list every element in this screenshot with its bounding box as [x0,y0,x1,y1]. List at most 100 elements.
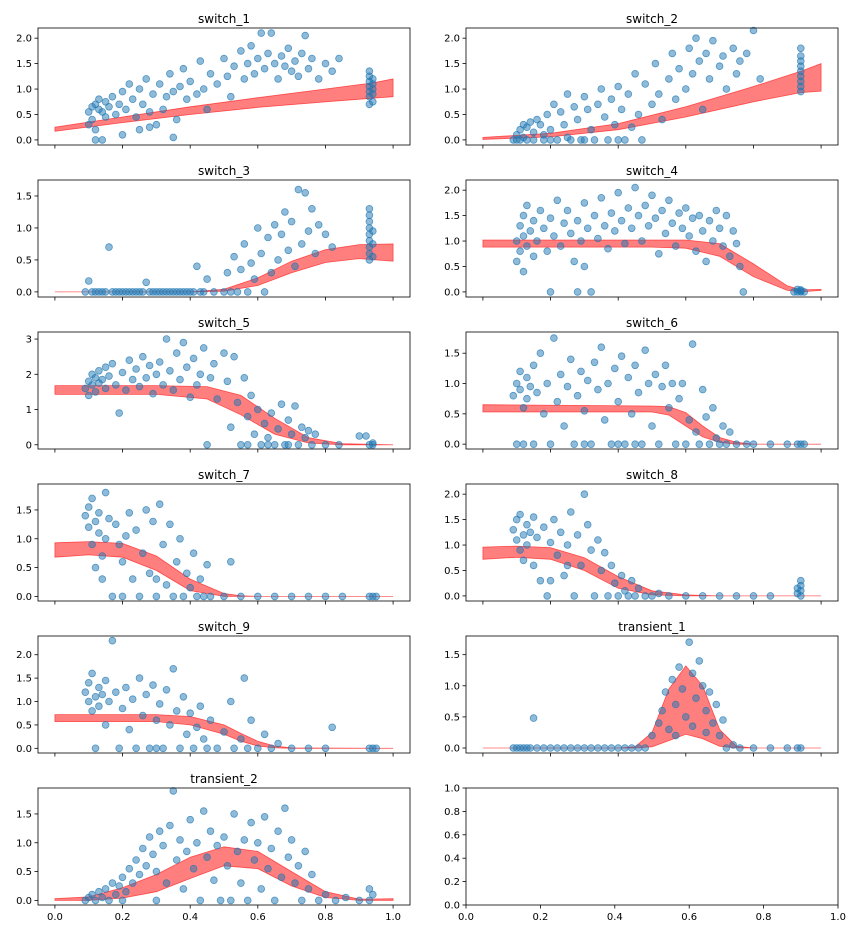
scatter-point [580,136,589,144]
scatter-point [203,105,211,114]
scatter-point [159,540,167,549]
scatter-point [668,675,677,684]
scatter-point [128,695,137,703]
scatter-point [328,67,337,75]
scatter-point [145,108,154,116]
scatter-point [108,879,117,887]
scatter-point [189,354,198,363]
scatter-point [793,584,802,593]
y-tick-label: 0.5 [444,409,460,420]
scatter-point [631,70,639,78]
scatter-point [627,744,636,752]
scatter-point [142,506,151,514]
subplot-title: switch_5 [198,316,250,330]
scatter-point [159,744,167,753]
scatter-point [152,896,161,905]
scatter-point [159,381,167,389]
scatter-point [193,90,201,98]
scatter-point [685,638,693,646]
scatter-point [149,90,157,98]
scatter-point [210,288,218,296]
scatter-point [206,827,215,835]
scatter-point [644,222,653,230]
scatter-point [297,49,306,58]
scatter-point [556,108,565,116]
scatter-point [139,549,147,557]
y-tick-label: 1.5 [16,59,32,70]
scatter-point [560,744,568,752]
scatter-point [274,827,282,835]
scatter-point [169,386,178,394]
scatter-point [365,67,374,75]
scatter-point [267,409,276,417]
scatter-point [688,70,697,78]
scatter-point [742,49,751,58]
scatter-point [297,423,306,432]
scatter-point [118,557,127,566]
scatter-point [597,194,606,202]
y-tick-label: 1.0 [444,541,460,552]
scatter-point [227,697,235,706]
scatter-point [193,838,201,847]
scatter-point [132,526,140,534]
scatter-point [614,440,622,449]
scatter-point [729,227,737,235]
y-tick-label: 0.2 [444,877,460,888]
scatter-point [95,529,103,537]
scatter-point [365,211,374,220]
scatter-point [624,90,633,98]
scatter-point [179,338,188,347]
y-tick-label: 0.5 [444,566,460,577]
scatter-point [84,120,93,129]
scatter-point [587,125,595,134]
scatter-point [621,239,629,248]
scatter-point [128,575,137,583]
scatter-point [577,561,585,570]
scatter-point [634,388,643,397]
scatter-point [607,744,616,752]
axes-frame [465,483,839,602]
scatter-point [698,385,707,394]
scatter-point [162,685,171,694]
subplot-title: switch_4 [626,164,678,178]
scatter-point [112,110,120,119]
scatter-point [368,252,377,261]
scatter-point [84,503,93,511]
scatter-point [105,372,113,380]
scatter-point [166,520,174,529]
scatter-point [553,744,562,752]
scatter-point [783,744,792,752]
scatter-point [253,592,262,601]
scatter-point [523,201,531,210]
scatter-point [196,57,205,65]
scatter-point [529,440,538,449]
scatter-point [122,887,130,896]
scatter-point [722,85,731,93]
axes-frame [37,483,411,602]
scatter-point [702,49,710,58]
scatter-point [685,44,693,53]
scatter-point [308,440,316,449]
scatter-point [709,403,717,412]
x-tick-label: 0.0 [458,912,474,923]
scatter-point [328,243,337,251]
y-tick-label: 0.0 [16,135,32,146]
scatter-point [729,44,737,53]
scatter-point [159,105,167,114]
scatter-point [739,288,748,296]
scatter-point [203,853,211,861]
scatter-point [536,206,545,215]
scatter-point [179,592,188,601]
y-tick-label: 0.5 [444,262,460,273]
scatter-point [580,406,589,415]
scatter-point [257,249,266,258]
scatter-point [600,744,609,752]
scatter-point [270,896,279,905]
scatter-point [543,592,551,600]
scatter-point [81,688,90,696]
scatter-point [220,288,228,296]
scatter-point [264,49,272,58]
scatter-point [169,133,178,142]
scatter-point [199,288,208,296]
y-tick-label: 1.0 [16,697,32,708]
